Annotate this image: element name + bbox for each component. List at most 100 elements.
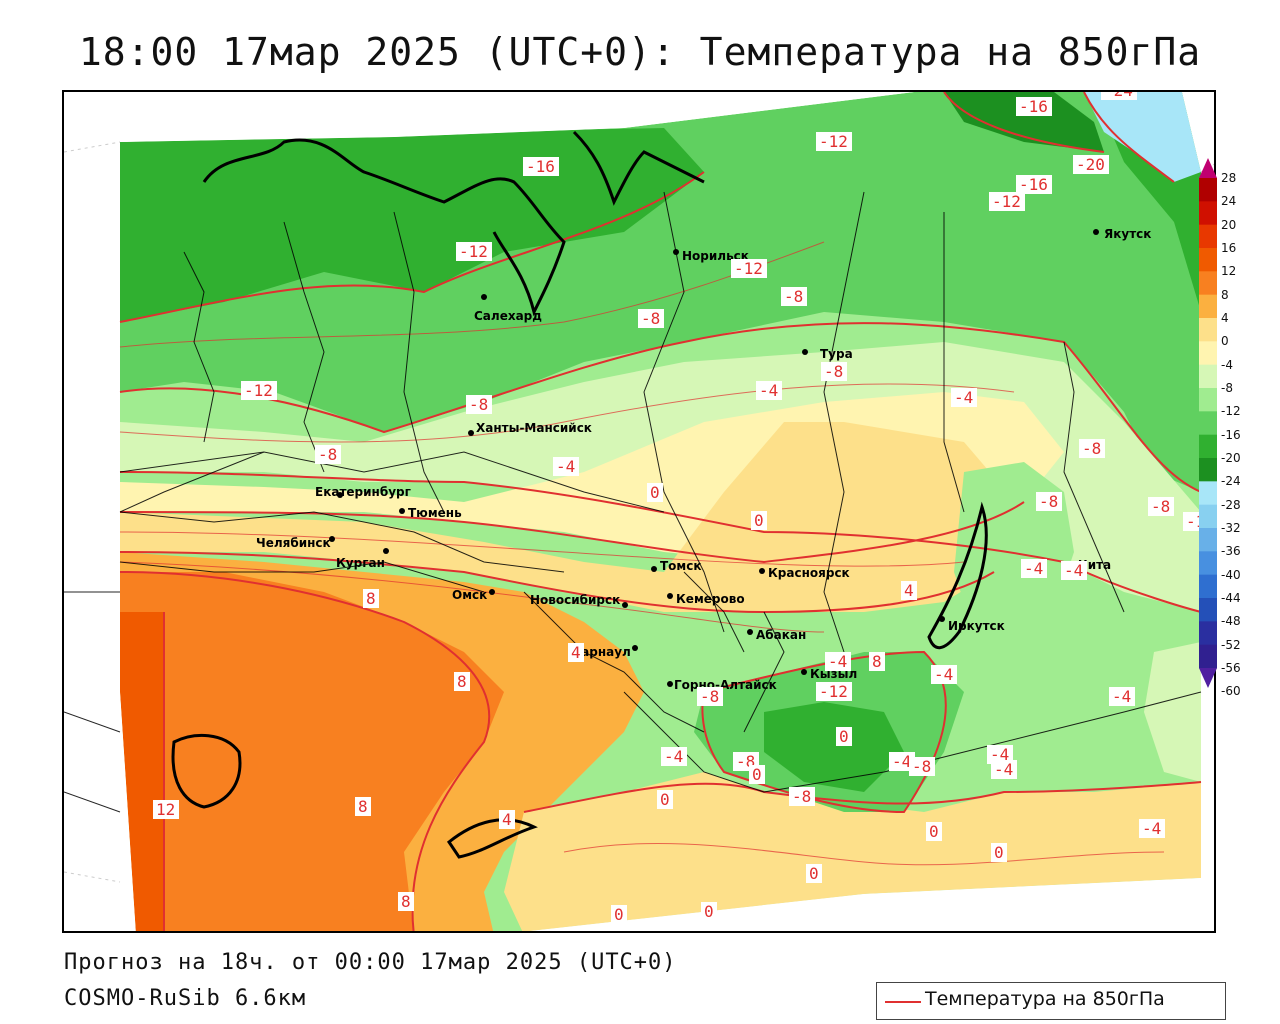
colorbar-swatch (1199, 271, 1217, 296)
colorbar-tick-label: 12 (1221, 264, 1237, 279)
contour-label-bg (661, 747, 687, 766)
legend-box: Температура на 850гПа (876, 982, 1226, 1020)
contour-label: 8 (355, 797, 371, 816)
contour-label-text: 0 (994, 843, 1004, 862)
legend-line-swatch (885, 1001, 921, 1003)
contour-label-bg (951, 388, 977, 407)
city-marker: Кемерово (667, 592, 745, 606)
city-label: Челябинск (256, 536, 331, 550)
colorbar-tick-label: -56 (1221, 661, 1241, 675)
contour-label-text: -8 (641, 309, 660, 328)
city-marker: Челябинск (256, 536, 335, 550)
contour-label: -16 (523, 157, 559, 176)
contour-label-bg (825, 652, 851, 671)
contour-label-bg (781, 287, 807, 306)
contour-label-bg (749, 765, 765, 784)
contour-label: 0 (749, 765, 765, 784)
city-dot (801, 669, 807, 675)
contour-label-text: -4 (828, 652, 847, 671)
city-dot (747, 629, 753, 635)
contour-label: -4 (1061, 561, 1087, 580)
contour-label-text: 8 (401, 892, 411, 911)
colorbar-swatch (1199, 481, 1217, 506)
city-dot (939, 616, 945, 622)
contour-label: -4 (931, 665, 957, 684)
contour-label: 4 (568, 643, 584, 662)
contour-label: -24 (1101, 92, 1137, 100)
contour-label-bg (991, 760, 1017, 779)
city-label: Новосибирск (530, 593, 620, 607)
contour-label: -8 (1148, 497, 1174, 516)
contour-label-bg (647, 483, 663, 502)
map-title: 18:00 17мар 2025 (UTC+0): Температура на… (78, 30, 1202, 74)
city-dot (468, 430, 474, 436)
city-marker: Новосибирск (530, 593, 628, 608)
contour-label-bg (1101, 92, 1137, 100)
colorbar-tick-label: -60 (1221, 684, 1241, 699)
contour-label: -8 (1079, 439, 1105, 458)
contour-label-bg (568, 643, 584, 662)
contour-label-bg (1139, 819, 1165, 838)
contour-label-bg (456, 242, 492, 261)
colorbar-tick-label: -20 (1221, 451, 1241, 465)
contour-label-text: 0 (929, 822, 939, 841)
contour-label-text: -24 (1104, 92, 1133, 100)
city-marker: Якутск (1093, 227, 1151, 241)
contour-label-bg (821, 362, 847, 381)
contour-label-text: 0 (650, 483, 660, 502)
contour-label-bg (987, 745, 1013, 764)
contour-label: -4 (756, 381, 782, 400)
contour-label-text: -12 (244, 381, 273, 400)
city-dot (383, 548, 389, 554)
colorbar-tick-label: -24 (1221, 474, 1241, 489)
contour-label-bg (701, 902, 717, 921)
contour-label-text: 4 (571, 643, 581, 662)
cities-layer: НорильскСалехардТураЯкутскХанты-Мансийск… (256, 227, 1151, 692)
contour-label-text: -8 (318, 445, 337, 464)
contour-label: 8 (454, 672, 470, 691)
forecast-info: Прогноз на 18ч. от 00:00 17мар 2025 (UTC… (64, 950, 677, 975)
contour-label-text: 4 (904, 581, 914, 600)
city-dot (481, 294, 487, 300)
contour-label-bg (1016, 175, 1052, 194)
contour-label: -4 (951, 388, 977, 407)
contour-label-bg (731, 259, 767, 278)
contour-label: 8 (398, 892, 414, 911)
colorbar-swatch (1199, 364, 1217, 389)
colorbar-swatch (1199, 574, 1217, 599)
colorbar-swatch (1199, 318, 1217, 342)
contour-label-bg (751, 511, 767, 530)
colorbar-tick-label: -44 (1221, 591, 1241, 605)
colorbar-bottom-cap (1199, 668, 1217, 688)
contour-label: 0 (991, 843, 1007, 862)
city-dot (667, 593, 673, 599)
colorbar-swatch (1199, 224, 1217, 249)
colorbar-tick-label: -8 (1221, 381, 1233, 395)
contour-label: 0 (701, 902, 717, 921)
contour-label: -12 (989, 192, 1025, 211)
contour-label-text: 0 (752, 765, 762, 784)
colorbar-tick-label: -4 (1221, 357, 1233, 372)
contour-label-text: -12 (819, 682, 848, 701)
contour-label-bg (499, 810, 515, 829)
contour-label-bg (756, 381, 782, 400)
colorbar-swatch (1199, 598, 1217, 622)
contour-label: -4 (1139, 819, 1165, 838)
contour-label: -8 (315, 445, 341, 464)
contour-label-bg (806, 864, 822, 883)
contour-label: -12 (816, 682, 852, 701)
contour-label-text: -4 (556, 457, 575, 476)
colorbar-tick-label: -32 (1221, 521, 1241, 535)
contour-label-text: -4 (990, 745, 1009, 764)
contour-label: 12 (153, 800, 179, 819)
contour-label-text: 0 (754, 511, 764, 530)
colorbar-top-cap (1199, 158, 1217, 178)
contour-label-text: 4 (502, 810, 512, 829)
city-label: Курган (336, 556, 385, 570)
colorbar-tick-label: -12 (1221, 404, 1241, 419)
colorbar-tick-label: 0 (1221, 334, 1229, 349)
contour-label: -4 (991, 760, 1017, 779)
city-dot (399, 508, 405, 514)
contour-label-bg (1073, 155, 1109, 174)
contour-label-text: -8 (1082, 439, 1101, 458)
